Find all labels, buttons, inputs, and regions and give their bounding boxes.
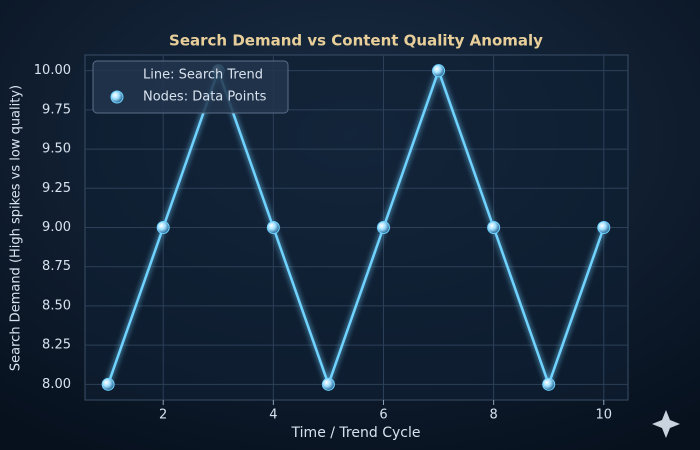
data-point xyxy=(542,377,556,391)
x-tick-label: 2 xyxy=(159,408,167,423)
legend-node xyxy=(110,90,124,104)
data-point xyxy=(597,221,611,234)
x-tick-label: 4 xyxy=(269,408,277,423)
y-tick-label: 8.75 xyxy=(42,259,71,274)
y-tick-label: 8.00 xyxy=(42,377,71,392)
sparkle-icon xyxy=(652,410,680,438)
data-point xyxy=(156,221,170,234)
y-axis-label: Search Demand (High spikes vs low qualit… xyxy=(9,85,24,371)
x-tick-label: 10 xyxy=(595,408,612,423)
x-tick-label: 6 xyxy=(379,408,387,423)
legend: Line: Search Trend Nodes: Data Points xyxy=(92,60,289,114)
series-line xyxy=(106,66,605,389)
data-point xyxy=(321,377,335,391)
y-tick-label: 8.25 xyxy=(42,338,71,353)
y-tick-label: 9.00 xyxy=(42,220,71,235)
y-tick-label: 8.50 xyxy=(42,298,71,313)
y-tick-label: 9.75 xyxy=(42,102,71,117)
data-point xyxy=(376,221,390,234)
y-tick-label: 9.50 xyxy=(42,142,71,157)
data-point xyxy=(432,64,446,78)
x-axis-label: Time / Trend Cycle xyxy=(291,425,421,441)
legend-label: Line: Search Trend xyxy=(143,68,263,83)
x-tick-label: 8 xyxy=(489,408,497,423)
y-tick-label: 10.00 xyxy=(34,63,71,78)
legend-box xyxy=(92,60,289,114)
data-point xyxy=(266,221,280,234)
y-tick-label: 9.25 xyxy=(42,181,71,196)
legend-label: Nodes: Data Points xyxy=(143,90,267,105)
data-point xyxy=(101,377,115,391)
data-point xyxy=(487,221,501,234)
chart-title: Search Demand vs Content Quality Anomaly xyxy=(169,32,543,50)
